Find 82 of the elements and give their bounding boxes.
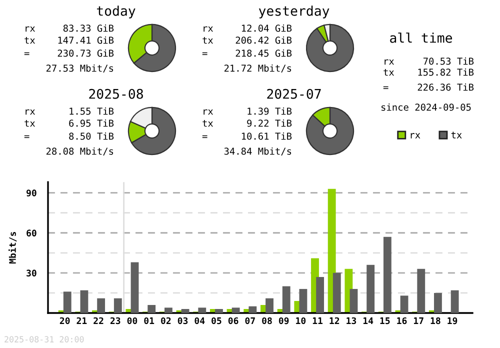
bar — [434, 292, 442, 313]
donut-slice — [131, 106, 176, 156]
y-tick-label: 60 — [26, 230, 36, 236]
bar — [198, 308, 206, 313]
x-tick-label: 15 — [380, 317, 390, 324]
x-tick-label: 00 — [127, 317, 138, 324]
bar — [148, 304, 156, 313]
x-tick-label: 23 — [110, 317, 120, 324]
x-tick-label: 05 — [212, 317, 222, 324]
text: = 10.61 TiB — [202, 132, 292, 140]
x-tick-label: 03 — [178, 317, 188, 324]
x-tick-label: 19 — [448, 317, 458, 324]
bar — [350, 288, 358, 313]
x-tick-label: 12 — [330, 317, 340, 324]
text: tx 206.42 GiB — [202, 36, 292, 44]
x-tick-label: 07 — [245, 317, 255, 324]
text: 27.53 Mbit/s — [46, 64, 114, 73]
text: tx 147.41 GiB — [24, 36, 114, 44]
chart-title: 2025-07 — [267, 88, 321, 99]
x-tick-label: 09 — [278, 317, 289, 324]
bar — [80, 290, 88, 313]
x-tick-label: 10 — [296, 317, 306, 324]
text: tx 6.95 TiB — [24, 119, 114, 127]
text: = 230.73 GiB — [24, 49, 114, 57]
text: all time — [390, 32, 452, 43]
x-tick-label: 06 — [228, 317, 238, 324]
text: tx 155.82 TiB — [384, 68, 474, 76]
text: 28.08 Mbit/s — [46, 147, 114, 156]
bar — [282, 286, 290, 313]
x-tick-label: 14 — [363, 317, 374, 324]
text: rx 1.55 TiB — [26, 107, 114, 115]
bar — [181, 308, 190, 313]
bar — [114, 298, 122, 313]
y-axis-title: Mbit/s — [8, 232, 17, 264]
bar — [316, 276, 324, 313]
chart-title: today — [96, 6, 136, 18]
x-tick-label: 22 — [94, 317, 104, 324]
bar — [450, 290, 459, 313]
x-tick-label: 17 — [414, 317, 424, 324]
text: rx 1.39 TiB — [204, 107, 292, 115]
bar — [164, 308, 172, 313]
bar — [232, 308, 240, 313]
y-tick-label: 30 — [26, 270, 36, 276]
bar — [97, 298, 106, 313]
bar — [383, 236, 392, 313]
chart-title: yesterday — [258, 6, 330, 18]
bar — [130, 262, 139, 313]
legend-label: rx — [410, 133, 420, 138]
x-tick-label: 13 — [346, 317, 356, 324]
donut-slice — [306, 24, 354, 72]
bar — [299, 288, 308, 313]
bar — [332, 272, 341, 313]
x-tick-label: 21 — [76, 317, 87, 324]
text: tx 9.22 TiB — [202, 119, 292, 127]
text: rx 83.33 GiB — [26, 24, 114, 32]
text: rx 12.04 GiB — [204, 24, 292, 32]
legend-label: tx — [451, 132, 462, 138]
x-tick-label: 04 — [194, 317, 205, 324]
donut-slice — [306, 106, 354, 156]
bar — [63, 292, 72, 313]
text: 34.84 Mbit/s — [224, 147, 292, 156]
bar — [266, 298, 274, 313]
x-tick-label: 08 — [262, 317, 272, 324]
y-tick-label: 90 — [26, 190, 36, 196]
text: since 2024-09-05 — [381, 103, 471, 111]
bar — [417, 268, 426, 313]
text: = 226.36 TiB — [383, 83, 474, 91]
text: 21.72 Mbit/s — [224, 64, 292, 73]
text: rx 70.53 TiB — [384, 57, 474, 65]
x-tick-label: 18 — [430, 317, 440, 324]
bar — [400, 296, 408, 313]
text: = 8.50 TiB — [24, 132, 114, 140]
bar — [248, 306, 257, 313]
chart-title: 2025-08 — [89, 88, 143, 99]
x-tick-label: 20 — [60, 317, 70, 324]
x-tick-label: 01 — [144, 317, 154, 324]
text: = 218.45 GiB — [202, 49, 292, 57]
x-tick-label: 16 — [397, 317, 407, 324]
bar — [215, 308, 223, 313]
bar — [366, 264, 375, 313]
x-tick-label: 02 — [161, 317, 171, 324]
x-tick-label: 11 — [312, 317, 323, 324]
